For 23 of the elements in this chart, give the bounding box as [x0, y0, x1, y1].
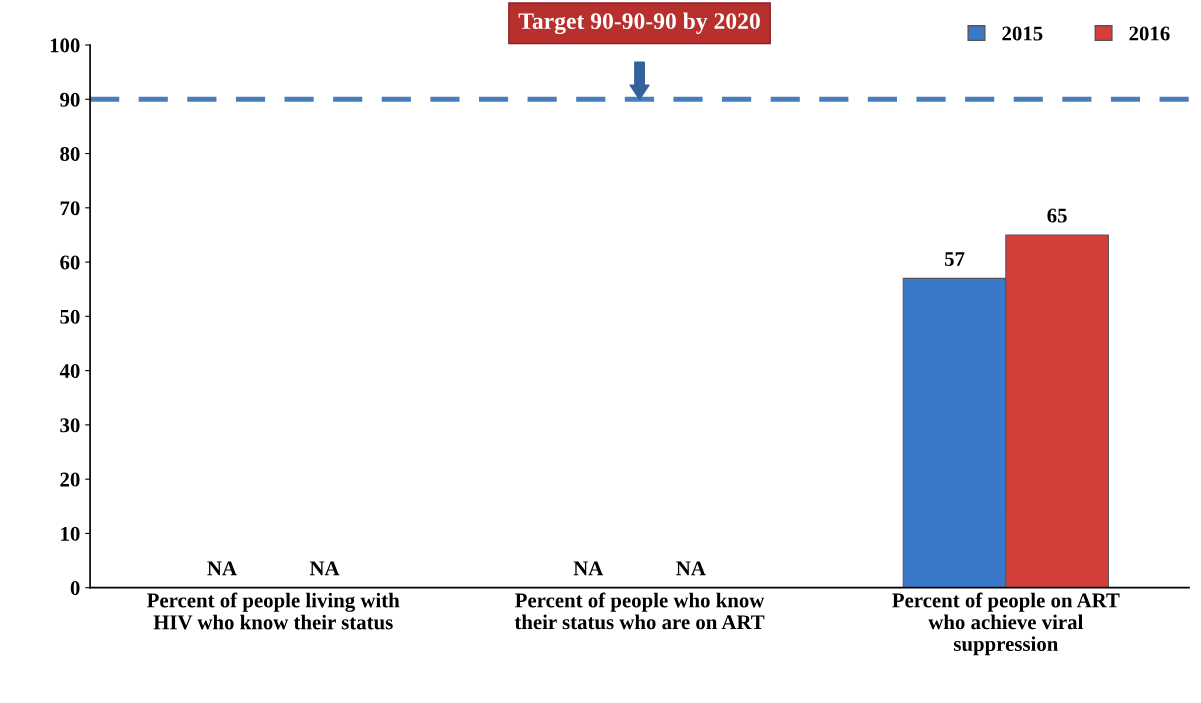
x-tick-label: Percent of people on ART who achieve viral suppression — [892, 592, 1120, 656]
text: NA — [676, 561, 706, 576]
text: NA — [309, 561, 340, 576]
y-tick-label: 70 — [60, 201, 80, 216]
y-tick-label: 50 — [60, 309, 80, 324]
y-tick-label: 90 — [60, 92, 80, 107]
legend-label: 2016 — [1129, 26, 1170, 41]
y-tick-label: 80 — [60, 146, 80, 161]
y-tick-label: 60 — [60, 255, 80, 270]
x-tick-label: Percent of people who know their status who are on ART — [514, 592, 765, 630]
legend-label: 2015 — [1002, 26, 1043, 41]
y-tick-label: 20 — [60, 472, 80, 487]
y-tick-label: 30 — [60, 418, 80, 433]
y-tick-label: 100 — [50, 38, 80, 53]
data-label: 57 — [944, 252, 965, 266]
y-tick-label: 0 — [70, 581, 80, 596]
y-tick-label: 10 — [61, 526, 80, 541]
ref-line-label: Target 90-90-90 by 2020 — [518, 12, 760, 35]
y-tick-label: 40 — [59, 364, 80, 379]
x-tick-label: Percent of people living with HIV who know their status — [147, 592, 400, 630]
data-label: 65 — [1047, 208, 1067, 223]
text: NA — [207, 561, 237, 576]
text: NA — [573, 561, 604, 576]
